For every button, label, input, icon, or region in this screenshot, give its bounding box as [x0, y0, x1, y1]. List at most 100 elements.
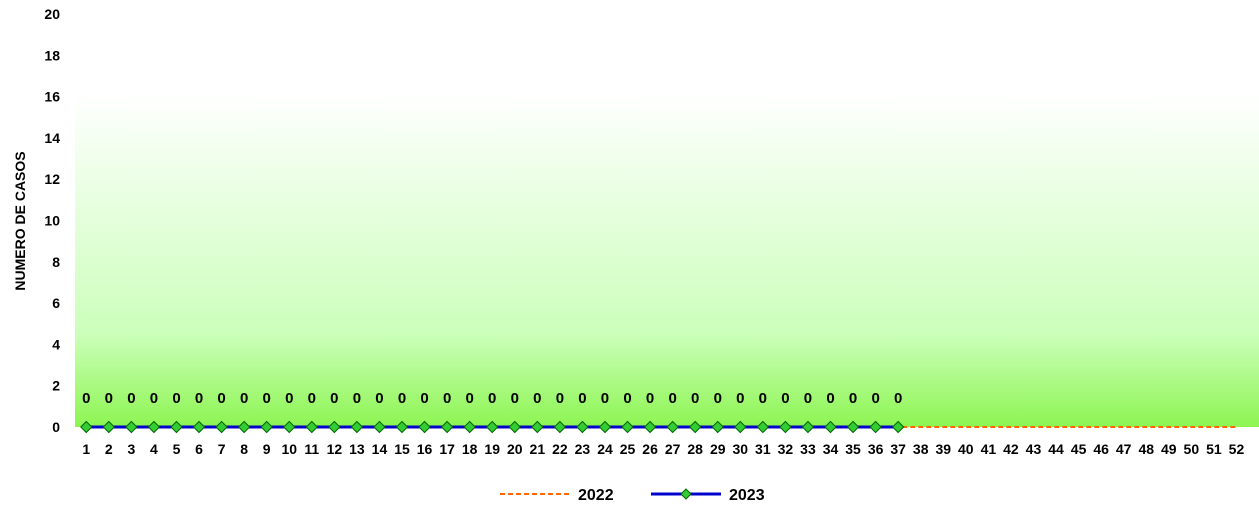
y-tick-label: 20: [44, 6, 60, 22]
x-tick-label: 28: [687, 441, 703, 457]
data-point-2023: [531, 420, 544, 434]
data-label-2023: 0: [849, 390, 857, 407]
y-axis-title: NUMERO DE CASOS: [12, 151, 28, 290]
x-tick-label: 31: [755, 441, 771, 457]
x-tick-label: 14: [372, 441, 388, 457]
x-tick-label: 34: [823, 441, 839, 457]
y-tick-label: 0: [52, 419, 60, 435]
y-tick-label: 2: [52, 378, 60, 394]
x-tick-label: 20: [507, 441, 523, 457]
y-tick-label: 18: [44, 47, 60, 63]
data-label-2023: 0: [714, 390, 722, 407]
data-label-2023: 0: [871, 390, 879, 407]
data-label-2023: 0: [623, 390, 631, 407]
data-label-2023: 0: [488, 390, 496, 407]
data-point-2023: [598, 420, 612, 434]
y-tick-label: 8: [52, 254, 60, 270]
x-tick-label: 42: [1003, 441, 1019, 457]
data-point-2023: [215, 420, 228, 434]
x-tick-label: 6: [195, 441, 203, 457]
x-tick-label: 16: [417, 441, 433, 457]
data-point-2023: [237, 420, 251, 434]
y-tick-label: 14: [44, 130, 60, 146]
legend-marker-2023: [680, 488, 692, 500]
data-point-2023: [688, 420, 702, 434]
data-point-2023: [125, 420, 138, 434]
data-point-2023: [283, 420, 296, 434]
data-label-2023: 0: [443, 390, 451, 407]
data-point-2023: [824, 420, 837, 434]
x-tick-label: 36: [868, 441, 884, 457]
x-tick-label: 44: [1048, 441, 1064, 457]
x-tick-label: 35: [845, 441, 861, 457]
y-tick-label: 6: [52, 295, 60, 311]
x-tick-label: 19: [484, 441, 500, 457]
data-label-2023: 0: [82, 390, 90, 407]
data-label-2023: 0: [601, 390, 609, 407]
x-tick-label: 13: [349, 441, 365, 457]
data-label-2023: 0: [420, 390, 428, 407]
x-tick-label: 8: [240, 441, 248, 457]
data-label-2023: 0: [172, 390, 180, 407]
x-tick-label: 7: [218, 441, 226, 457]
x-tick-label: 27: [665, 441, 681, 457]
x-tick-label: 52: [1229, 441, 1245, 457]
x-tick-label: 17: [439, 441, 455, 457]
data-point-2023: [418, 420, 431, 434]
x-tick-label: 18: [462, 441, 478, 457]
data-point-2023: [666, 420, 679, 434]
data-point-2023: [350, 420, 364, 434]
x-tick-label: 21: [530, 441, 546, 457]
data-label-2023: 0: [511, 390, 519, 407]
y-axis-labels: 0 2 4 6 8 10 12 14 16 18 20: [44, 6, 60, 435]
data-point-2023: [373, 420, 386, 434]
x-tick-label: 22: [552, 441, 568, 457]
y-tick-label: 10: [44, 213, 60, 229]
data-label-2023: 0: [285, 390, 293, 407]
data-point-2023: [756, 420, 770, 434]
data-point-2023: [260, 420, 273, 434]
x-tick-label: 37: [890, 441, 906, 457]
x-tick-label: 25: [620, 441, 636, 457]
x-tick-label: 12: [327, 441, 343, 457]
x-tick-label: 4: [150, 441, 158, 457]
x-tick-label: 2: [105, 441, 113, 457]
data-label-2023: 0: [736, 390, 744, 407]
data-point-2023: [891, 420, 905, 434]
x-tick-label: 40: [958, 441, 974, 457]
data-label-2023: 0: [150, 390, 158, 407]
x-tick-label: 45: [1071, 441, 1087, 457]
series-layer: [80, 420, 1237, 434]
data-point-2023: [846, 420, 860, 434]
data-point-2023: [643, 420, 657, 434]
data-label-2023: 0: [217, 390, 225, 407]
data-point-2023: [621, 420, 634, 434]
legend-label-2022: 2022: [578, 487, 614, 504]
x-tick-label: 26: [642, 441, 658, 457]
data-point-2023: [463, 420, 476, 434]
data-label-2023: 0: [691, 390, 699, 407]
data-point-2023: [734, 420, 747, 434]
y-tick-label: 4: [52, 336, 60, 352]
data-point-2023: [305, 420, 319, 434]
x-tick-label: 46: [1093, 441, 1109, 457]
data-label-2023: 0: [240, 390, 248, 407]
x-tick-label: 15: [394, 441, 410, 457]
plot-area: [75, 92, 1259, 427]
data-label-2023: 0: [804, 390, 812, 407]
data-point-2023: [440, 420, 454, 434]
data-label-2023: 0: [195, 390, 203, 407]
x-tick-label: 39: [935, 441, 951, 457]
x-tick-label: 24: [597, 441, 613, 457]
data-point-2023: [192, 420, 206, 434]
data-point-2023: [80, 420, 93, 434]
x-tick-label: 11: [304, 441, 319, 457]
data-label-2023: 0: [353, 390, 361, 407]
data-point-2023: [801, 420, 815, 434]
x-tick-label: 10: [281, 441, 297, 457]
legend: 2022 2023: [500, 487, 765, 504]
data-label-2023: 0: [556, 390, 564, 407]
data-point-2023: [553, 420, 567, 434]
data-point-2023: [711, 420, 724, 434]
